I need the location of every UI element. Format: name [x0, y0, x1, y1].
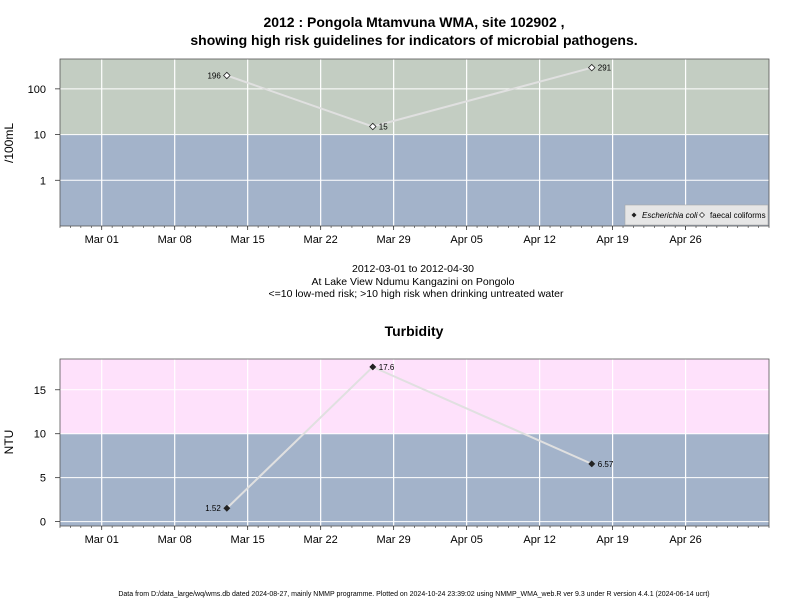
- x-tick-label: Mar 29: [377, 534, 411, 546]
- microbial-chart: 1 10 100 Mar 01 Mar 08 Mar 15 Mar 22 Mar 29 Apr…: [2, 58, 770, 246]
- chart2-title: Turbidity: [385, 323, 444, 339]
- footer-note: Data from D:/data_large/wq/wms.db dated …: [118, 591, 709, 598]
- x-tick-label: Mar 15: [231, 534, 265, 546]
- chart1-title-line2: showing high risk guidelines for indicat…: [190, 32, 637, 48]
- site-location-note: At Lake View Ndumu Kangazini on Pongolo: [312, 276, 515, 288]
- data-point: [369, 122, 377, 131]
- y-tick-label: 10: [34, 429, 46, 441]
- y-axis: 0 5 10 15: [34, 385, 60, 529]
- y-axis-label: NTU: [2, 430, 16, 455]
- y-axis: 1 10 100: [28, 84, 60, 187]
- series: 196 15 291: [207, 64, 611, 132]
- x-tick-label: Apr 05: [450, 234, 482, 246]
- x-tick-label: Apr 12: [523, 534, 555, 546]
- legend: Escherichia coli faecal coliforms: [624, 204, 769, 226]
- x-tick-label: Mar 01: [85, 234, 119, 246]
- x-tick-label: Mar 08: [158, 534, 192, 546]
- data-point: [223, 504, 231, 512]
- high-risk-band: [60, 59, 769, 135]
- x-tick-label: Apr 12: [523, 234, 555, 246]
- x-tick-label: Mar 29: [377, 234, 411, 246]
- x-axis: Mar 01 Mar 08 Mar 15 Mar 22 Mar 29 Apr 05 Apr …: [59, 226, 770, 246]
- data-label: 17.6: [379, 363, 395, 372]
- series: 1.52 17.6 6.57: [205, 363, 614, 513]
- data-label: 15: [379, 123, 388, 132]
- y-tick-label: 100: [28, 84, 46, 96]
- legend-fc-label: faecal coliforms: [710, 211, 766, 220]
- legend-fc-marker: [699, 212, 705, 218]
- data-label: 291: [598, 64, 612, 73]
- y-tick-label: 15: [34, 385, 46, 397]
- x-axis: Mar 01 Mar 08 Mar 15 Mar 22 Mar 29 Apr 05 Apr …: [59, 526, 770, 546]
- data-label: 6.57: [598, 460, 614, 469]
- y-tick-label: 1: [40, 175, 46, 187]
- x-tick-label: Mar 01: [85, 534, 119, 546]
- x-tick-label: Apr 19: [596, 534, 628, 546]
- high-turbidity-band: [60, 359, 769, 434]
- x-tick-label: Apr 26: [669, 534, 701, 546]
- chart1-title-line1: 2012 : Pongola Mtamvuna WMA, site 102902…: [263, 14, 564, 30]
- y-tick-label: 0: [40, 517, 46, 529]
- data-point: [223, 71, 231, 80]
- y-tick-label: 5: [40, 473, 46, 485]
- x-tick-label: Apr 19: [596, 234, 628, 246]
- x-tick-label: Apr 26: [669, 234, 701, 246]
- x-tick-label: Mar 22: [304, 534, 338, 546]
- legend-ecoli-label: Escherichia coli: [642, 211, 698, 220]
- gridlines: [60, 59, 769, 226]
- y-axis-label: /100mL: [2, 123, 16, 163]
- x-tick-label: Mar 15: [231, 234, 265, 246]
- risk-guideline-note: <=10 low-med risk; >10 high risk when dr…: [268, 288, 564, 300]
- data-label: 196: [207, 72, 221, 81]
- turbidity-chart: 0 5 10 15 Mar 01 Mar 08 Mar 15 Mar 22 Mar 29 Apr…: [2, 358, 770, 546]
- data-point: [369, 363, 377, 371]
- y-tick-label: 10: [34, 130, 46, 142]
- x-tick-label: Mar 22: [304, 234, 338, 246]
- legend-ecoli-marker: [631, 212, 637, 218]
- data-label: 1.52: [205, 504, 221, 513]
- date-range-note: 2012-03-01 to 2012-04-30: [352, 263, 474, 275]
- x-tick-label: Apr 05: [450, 534, 482, 546]
- low-turbidity-band: [60, 433, 769, 526]
- x-tick-label: Mar 08: [158, 234, 192, 246]
- data-point: [588, 460, 596, 468]
- data-point: [587, 63, 596, 72]
- gridlines: [60, 359, 769, 526]
